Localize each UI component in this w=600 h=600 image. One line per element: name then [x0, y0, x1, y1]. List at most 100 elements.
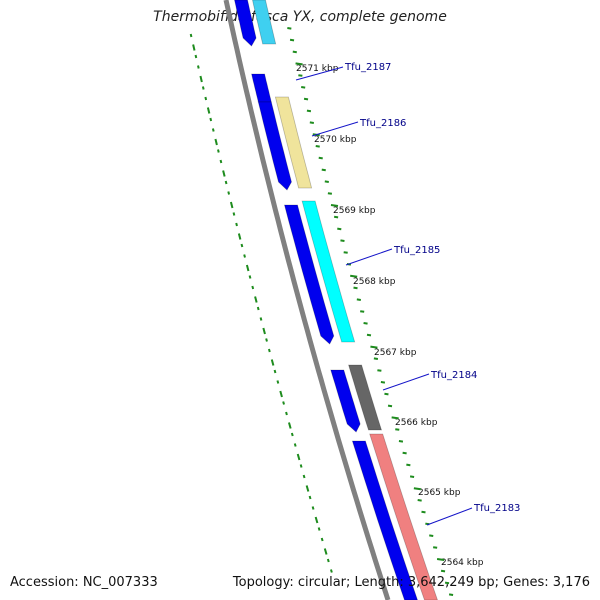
gc-tick [285, 411, 288, 416]
cds-arrow [257, 101, 292, 191]
gc-tick [245, 264, 250, 272]
label-leader-line [426, 507, 473, 526]
gc-tick [323, 548, 328, 555]
gc-tick [224, 180, 228, 185]
scale-tick [301, 86, 306, 89]
gene-label-tfu-2187[interactable]: Tfu_2187 [344, 62, 391, 73]
gene-label-tfu-2186[interactable]: Tfu_2186 [359, 118, 406, 129]
scale-label-2569: 2569 kbp [333, 206, 376, 216]
gc-tick [197, 65, 200, 69]
gene-track [252, 0, 438, 600]
gc-tick [206, 107, 211, 114]
gc-tick [204, 96, 208, 101]
gene-feature [301, 200, 356, 343]
label-leader-line [382, 373, 430, 391]
gene-feature [369, 433, 438, 600]
scale-label-2566: 2566 kbp [395, 418, 438, 428]
scale-tick [360, 310, 365, 313]
scale-tick [340, 239, 345, 242]
gc-tick [320, 537, 324, 542]
gc-tick [192, 44, 196, 51]
gene-feature [274, 96, 313, 189]
scale-tick [398, 440, 404, 443]
scale-tick [377, 369, 382, 372]
gc-tick [302, 474, 306, 479]
gc-tick [219, 159, 223, 164]
gc-tick [229, 201, 234, 209]
scale-tick [373, 357, 379, 360]
scale-tick [413, 487, 422, 491]
scale-tick [406, 463, 411, 467]
scale-tick [295, 62, 303, 66]
label-leader-line [295, 66, 344, 81]
cds-arrow [251, 73, 272, 103]
scale-tick [448, 593, 454, 596]
gc-tick [211, 128, 215, 132]
scale-label-2565: 2565 kbp [418, 488, 461, 498]
scale-tick [337, 227, 342, 231]
gc-tick [296, 453, 301, 461]
scale-tick [350, 274, 358, 278]
gc-tick [227, 191, 231, 195]
cds-track [234, 0, 418, 600]
scale-label-2564: 2564 kbp [441, 558, 484, 568]
genome-backbone [223, 0, 391, 600]
gc-tick [270, 359, 275, 366]
scale-tick [318, 156, 323, 160]
scale-tick [315, 145, 320, 148]
gc-tick [259, 317, 263, 321]
gc-tick [279, 390, 283, 398]
label-leader-line [311, 121, 359, 137]
scale-tick [387, 404, 393, 408]
gene-feature [348, 364, 383, 431]
scale-tick [380, 381, 386, 384]
scale-tick [327, 192, 333, 195]
scale-tick [363, 322, 368, 325]
scale-tick [436, 558, 445, 561]
label-leader-line [345, 248, 393, 266]
backbone-line [223, 0, 391, 600]
scale-tick [343, 251, 348, 254]
gene-label-tfu-2184[interactable]: Tfu_2184 [430, 370, 477, 381]
scale-tick [395, 428, 400, 431]
scale-tick [356, 298, 361, 301]
cds-arrow [351, 440, 418, 600]
gc-tick [265, 338, 268, 342]
gc-tick [251, 285, 255, 290]
scale-tick [444, 581, 450, 585]
gc-tick [209, 117, 213, 122]
gc-tick [248, 275, 252, 279]
gc-tick [189, 33, 193, 38]
gc-tick [305, 485, 310, 492]
gc-tick [237, 233, 242, 240]
gc-tick [273, 369, 277, 374]
gene-label-tfu-2183[interactable]: Tfu_2183 [473, 503, 520, 514]
cds-arrow [283, 204, 335, 345]
scale-tick [384, 392, 389, 396]
gc-tick [256, 306, 260, 311]
scale-tick [391, 416, 399, 420]
gc-tick [308, 495, 312, 500]
gene-label-tfu-2185[interactable]: Tfu_2185 [393, 245, 440, 256]
gc-tick [314, 516, 319, 524]
scale-label-2570: 2570 kbp [314, 135, 357, 145]
scale-tick [309, 121, 314, 124]
gc-tick [201, 86, 205, 90]
scale-label-2567: 2567 kbp [374, 348, 417, 358]
scale-label-2571: 2571 kbp [296, 64, 339, 74]
accession-text: Accession: NC_007333 [10, 575, 158, 590]
gc-tick [199, 75, 203, 83]
gc-content-track [189, 33, 333, 573]
gc-tick [293, 443, 297, 447]
gc-tick [232, 212, 236, 216]
gc-tick [290, 432, 294, 437]
gene-feature [252, 0, 277, 45]
scale-tick [292, 50, 297, 54]
gc-tick [217, 149, 220, 153]
genome-summary-text: Topology: circular; Length: 3,642,249 bp… [232, 575, 590, 590]
scale-label-2568: 2568 kbp [353, 277, 396, 287]
gc-tick [276, 380, 280, 384]
gc-tick [194, 54, 198, 59]
cds-arrow [330, 369, 361, 433]
